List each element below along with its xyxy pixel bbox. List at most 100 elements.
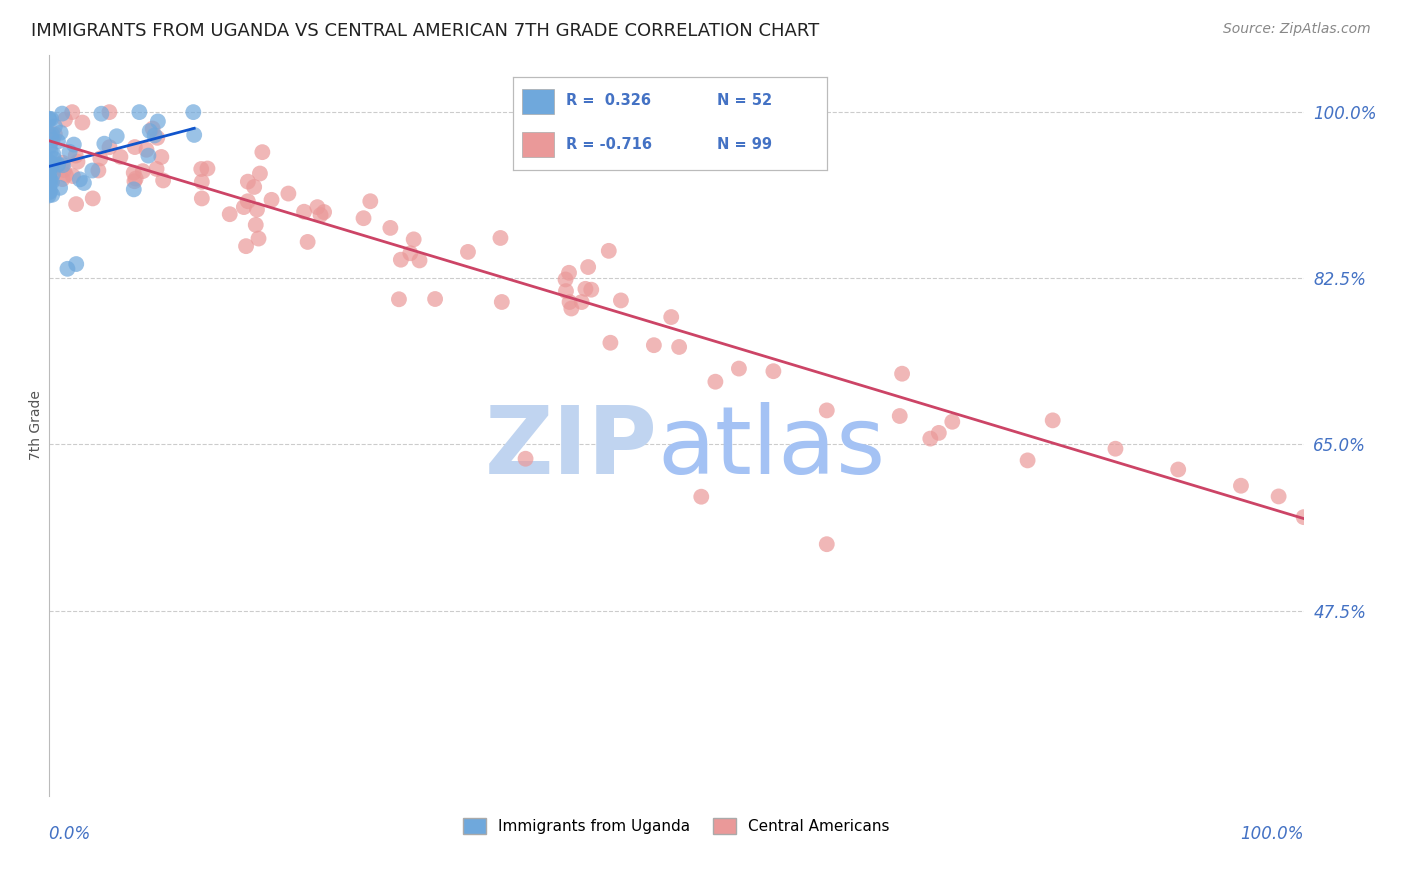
Point: [515, 451, 537, 466]
Point: [246, 202, 269, 217]
Point: [815, 403, 838, 417]
Point: [98, 140, 121, 154]
Text: 100.0%: 100.0%: [1240, 825, 1303, 844]
Point: [247, 231, 270, 245]
Point: [41, 133, 63, 147]
Point: [146, 130, 169, 145]
Point: [38, 127, 60, 141]
Point: [574, 282, 596, 296]
Point: [38, 112, 60, 126]
Point: [183, 128, 205, 142]
Point: [38, 188, 60, 202]
Point: [1104, 442, 1126, 456]
Point: [252, 145, 274, 160]
Point: [72, 115, 94, 129]
Point: [38, 154, 60, 169]
Point: [598, 244, 620, 258]
Point: [41, 158, 63, 172]
Point: [55, 168, 77, 182]
Point: [41, 187, 63, 202]
Point: [236, 194, 259, 209]
Point: [38, 186, 60, 200]
Point: [44, 127, 66, 141]
Point: [138, 148, 160, 162]
Point: [60, 105, 83, 120]
Point: [388, 293, 411, 307]
Point: [41, 128, 63, 142]
Point: [146, 114, 169, 128]
Point: [891, 367, 914, 381]
Point: [46, 135, 69, 149]
Point: [920, 432, 942, 446]
Point: [610, 293, 633, 308]
Point: [353, 211, 375, 226]
Point: [380, 221, 402, 235]
Point: [56, 261, 79, 276]
Point: [576, 260, 599, 274]
Point: [312, 205, 335, 219]
Point: [457, 244, 479, 259]
Point: [1042, 413, 1064, 427]
Point: [1167, 462, 1189, 476]
Point: [62, 169, 84, 183]
Point: [190, 161, 212, 176]
Point: [38, 163, 60, 178]
Legend: Immigrants from Uganda, Central Americans: Immigrants from Uganda, Central American…: [457, 812, 896, 840]
Point: [53, 112, 76, 127]
Point: [402, 232, 425, 246]
Point: [191, 175, 214, 189]
Point: [555, 284, 578, 298]
Point: [124, 174, 146, 188]
Point: [704, 375, 727, 389]
Point: [65, 257, 87, 271]
Point: [132, 164, 155, 178]
Point: [581, 283, 603, 297]
Point: [815, 537, 838, 551]
Point: [143, 128, 166, 143]
Point: [889, 409, 911, 423]
Point: [38, 177, 60, 191]
Point: [245, 218, 267, 232]
Point: [51, 106, 73, 120]
Point: [690, 490, 713, 504]
Point: [42, 152, 65, 166]
Point: [142, 121, 165, 136]
Point: [73, 176, 96, 190]
Point: [728, 361, 751, 376]
Point: [218, 207, 240, 221]
Point: [58, 145, 80, 159]
Point: [928, 425, 950, 440]
Point: [232, 200, 254, 214]
Point: [38, 167, 60, 181]
Point: [181, 105, 204, 120]
Point: [44, 120, 66, 134]
Point: [39, 173, 62, 187]
Point: [65, 148, 87, 162]
Point: [941, 415, 963, 429]
Point: [292, 204, 315, 219]
Point: [65, 197, 87, 211]
Point: [668, 340, 690, 354]
Point: [125, 171, 148, 186]
Point: [46, 158, 69, 172]
Point: [423, 292, 446, 306]
Point: [399, 246, 422, 260]
Point: [128, 105, 150, 120]
Text: atlas: atlas: [658, 401, 886, 493]
Point: [491, 295, 513, 310]
Point: [150, 150, 173, 164]
Point: [87, 163, 110, 178]
Point: [408, 253, 430, 268]
Point: [1230, 479, 1253, 493]
Point: [52, 158, 75, 172]
Point: [307, 200, 329, 214]
Point: [1267, 490, 1289, 504]
Point: [82, 163, 104, 178]
Point: [122, 182, 145, 196]
Point: [260, 193, 283, 207]
Point: [762, 364, 785, 378]
Point: [38, 139, 60, 153]
Point: [38, 161, 60, 175]
Point: [39, 145, 62, 159]
Y-axis label: 7th Grade: 7th Grade: [30, 391, 44, 460]
